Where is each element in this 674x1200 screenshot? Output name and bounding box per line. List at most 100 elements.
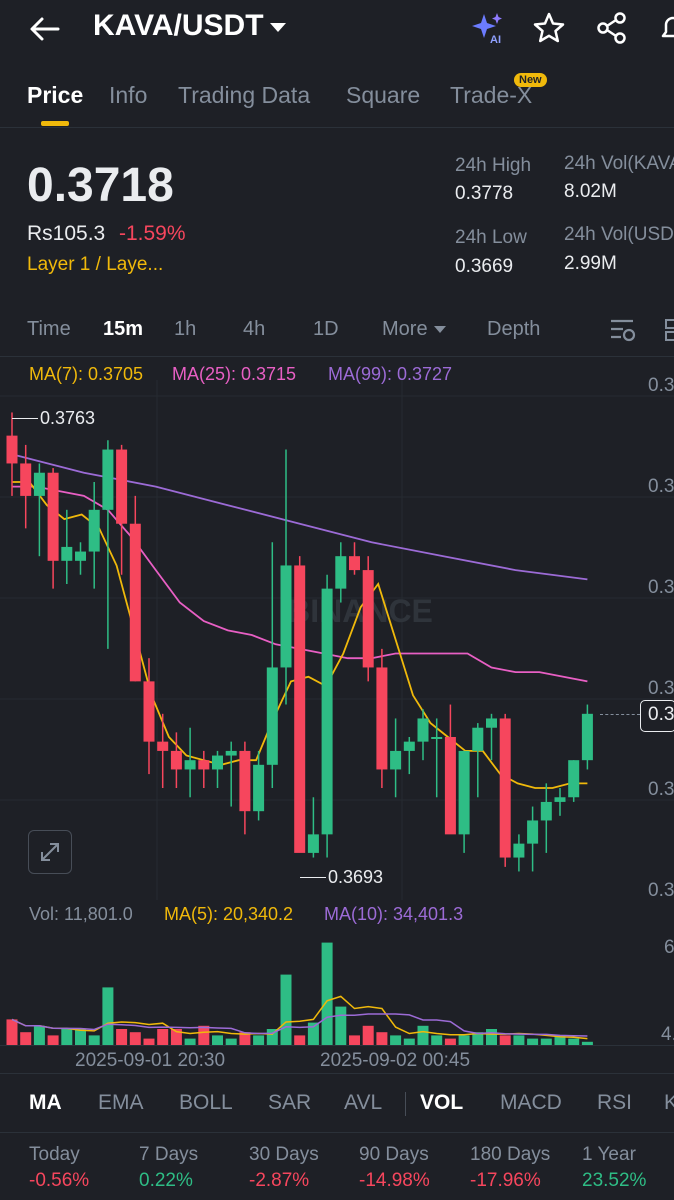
x-axis-label: 2025-09-02 00:45 xyxy=(320,1050,471,1071)
low-label: 24h Low xyxy=(455,227,527,248)
tf-depth[interactable]: Depth xyxy=(487,318,541,340)
volume-bar xyxy=(212,1035,223,1045)
divider xyxy=(0,1132,674,1133)
tab-square[interactable]: Square xyxy=(346,82,421,108)
volume-bar xyxy=(321,942,333,1045)
fullscreen-button[interactable] xyxy=(28,830,72,874)
ind-rsi[interactable]: RSI xyxy=(597,1091,633,1114)
perf-label: 7 Days xyxy=(139,1144,199,1165)
candle-body xyxy=(253,764,265,812)
tf-1h[interactable]: 1h xyxy=(174,318,197,340)
vol-legend: Vol: 11,801.0 xyxy=(29,904,133,924)
high-value: 0.3778 xyxy=(455,183,514,204)
candle-body xyxy=(581,713,593,761)
layout-icon[interactable] xyxy=(664,316,674,344)
perf-label: 30 Days xyxy=(249,1144,319,1165)
low-value: 0.3669 xyxy=(455,256,514,277)
perf-value: 23.52% xyxy=(582,1170,647,1191)
candle-body xyxy=(568,760,580,798)
volume-bar xyxy=(444,1038,456,1045)
volume-bar xyxy=(129,1032,141,1045)
candle-body xyxy=(33,472,45,496)
ma99-legend: MA(99): 0.3727 xyxy=(328,364,453,384)
volume-bar xyxy=(540,1038,552,1045)
candlestick-chart[interactable]: BINANCE xyxy=(0,380,674,900)
candle-body xyxy=(417,718,429,742)
candle-body xyxy=(376,667,388,770)
candle-body xyxy=(198,760,210,770)
candle-body xyxy=(554,797,566,802)
candle-body xyxy=(307,834,319,853)
category-tag[interactable]: Layer 1 / Laye... xyxy=(27,254,164,275)
ind-avl[interactable]: AVL xyxy=(344,1091,383,1114)
ind-ema[interactable]: EMA xyxy=(98,1091,144,1114)
volume-bar xyxy=(458,1035,470,1045)
candle-body xyxy=(88,509,100,552)
volume-chart[interactable] xyxy=(0,930,674,1046)
perf-label: Today xyxy=(29,1144,80,1165)
ind-ma[interactable]: MA xyxy=(29,1091,62,1114)
volume-bar xyxy=(280,974,292,1045)
pair-selector[interactable]: KAVA/USDT xyxy=(93,9,286,43)
volume-bar xyxy=(170,1029,182,1045)
header-bar: KAVA/USDT AI xyxy=(0,0,674,60)
volume-bar xyxy=(157,1029,169,1045)
tf-15m[interactable]: 15m xyxy=(103,318,144,340)
ind-sar[interactable]: SAR xyxy=(268,1091,312,1114)
active-tab-indicator xyxy=(41,121,69,126)
tab-info[interactable]: Info xyxy=(109,82,148,108)
tf-time[interactable]: Time xyxy=(27,318,71,340)
share-icon[interactable] xyxy=(594,10,630,46)
candle-body xyxy=(75,551,86,561)
ai-sparkle-icon[interactable]: AI xyxy=(470,10,506,46)
volume-bar xyxy=(61,1029,73,1045)
vol-ma10-line xyxy=(11,1013,588,1037)
volume-bar xyxy=(513,1035,525,1045)
volume-bar xyxy=(403,1038,415,1045)
star-icon[interactable] xyxy=(531,10,567,46)
volume-bar xyxy=(225,1038,237,1045)
bell-icon[interactable] xyxy=(655,10,674,46)
ma7-legend: MA(7): 0.3705 xyxy=(29,364,144,384)
ind-macd[interactable]: MACD xyxy=(500,1091,562,1114)
tab-trading-data[interactable]: Trading Data xyxy=(178,82,311,108)
candle-body xyxy=(431,737,443,739)
volume-bar xyxy=(307,1022,319,1045)
vol-axis-label: 6 xyxy=(664,937,674,958)
ind-boll[interactable]: BOLL xyxy=(179,1091,233,1114)
volume-bar xyxy=(568,1038,580,1045)
svg-text:AI: AI xyxy=(490,34,501,46)
volume-bar xyxy=(88,1035,100,1045)
main-tabs: Price Info Trading Data Square Trade-X xyxy=(0,70,674,128)
perf-value: 0.22% xyxy=(139,1170,193,1191)
vol-quote-label: 24h Vol(USDT) xyxy=(564,224,674,245)
candle-body xyxy=(102,449,114,510)
ma25-legend: MA(25): 0.3715 xyxy=(172,364,297,384)
candle-body xyxy=(472,727,484,751)
volume-bar xyxy=(486,1029,497,1045)
volume-bar xyxy=(376,1032,388,1045)
volume-bar xyxy=(75,1029,86,1045)
chevron-down-icon xyxy=(269,22,286,32)
tf-4h[interactable]: 4h xyxy=(243,318,266,340)
candle-body xyxy=(294,565,306,853)
candle-body xyxy=(362,570,374,668)
tf-more[interactable]: More xyxy=(382,318,446,341)
candle-body xyxy=(390,750,402,770)
volume-bar xyxy=(554,1035,566,1045)
ind-kdj[interactable]: K xyxy=(664,1091,674,1114)
high-marker-label: 0.3763 xyxy=(40,408,96,428)
current-price-line xyxy=(600,714,640,715)
candle-body xyxy=(444,737,456,835)
ind-vol[interactable]: VOL xyxy=(420,1091,464,1114)
y-axis-label: 0.3 xyxy=(648,779,674,800)
volume-bar xyxy=(20,1032,32,1045)
chart-settings-icon[interactable] xyxy=(608,316,638,344)
candle-body xyxy=(403,741,415,751)
current-price-tag-label: 0.3 xyxy=(648,704,674,725)
tab-price[interactable]: Price xyxy=(27,82,84,108)
tf-1d[interactable]: 1D xyxy=(313,318,339,340)
high-label: 24h High xyxy=(455,155,532,176)
divider xyxy=(0,127,674,128)
back-arrow-icon[interactable] xyxy=(28,12,62,46)
